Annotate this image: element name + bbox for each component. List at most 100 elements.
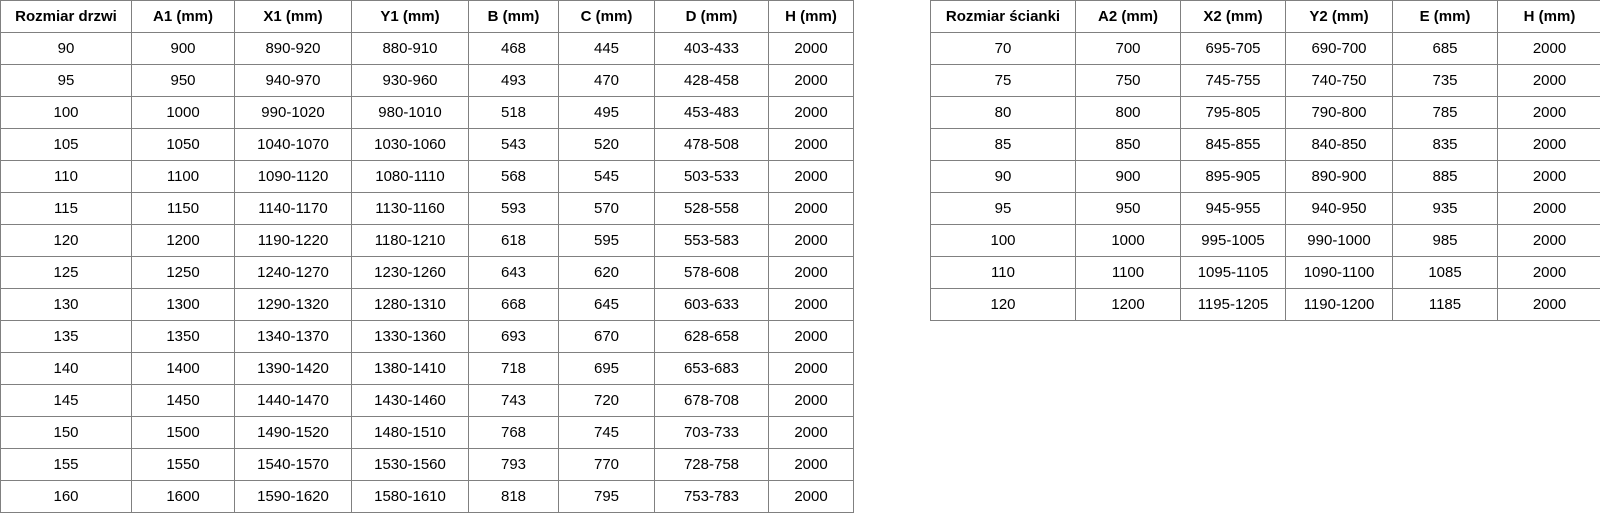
table-cell: 795-805 [1180, 96, 1286, 129]
table-cell: 1185 [1392, 288, 1498, 321]
table-cell: 160 [0, 480, 132, 513]
table-cell: 570 [558, 192, 655, 225]
table-cell: 1190-1200 [1285, 288, 1393, 321]
door-size-table-body: 90 900 890-920 880-910 468 445 403-433 2000 95 95… [0, 32, 854, 513]
table-cell: 695 [558, 352, 655, 385]
table-cell: 100 [0, 96, 132, 129]
table-row: 130 1300 1290-1320 1280-1310 668 645 603-633 20… [0, 288, 854, 321]
table-row: 115 1150 1140-1170 1130-1160 593 570 528-558 20… [0, 192, 854, 225]
table-cell: 2000 [1497, 224, 1600, 257]
table-cell: 1500 [131, 416, 235, 449]
table-cell: 1150 [131, 192, 235, 225]
table-cell: 890-920 [234, 32, 352, 65]
table-cell: 553-583 [654, 224, 769, 257]
table-cell: 1530-1560 [351, 448, 469, 481]
table-cell: 1330-1360 [351, 320, 469, 353]
table-cell: 2000 [1497, 288, 1600, 321]
table-row: 160 1600 1590-1620 1580-1610 818 795 753-783 20… [0, 480, 854, 513]
table-cell: 900 [131, 32, 235, 65]
table-cell: 1280-1310 [351, 288, 469, 321]
table-cell: 2000 [768, 416, 854, 449]
table-cell: 735 [1392, 64, 1498, 97]
table-cell: 990-1020 [234, 96, 352, 129]
table-cell: 2000 [1497, 64, 1600, 97]
table-cell: 1290-1320 [234, 288, 352, 321]
table-cell: 770 [558, 448, 655, 481]
table-cell: 1050 [131, 128, 235, 161]
table-row: 100 1000 995-1005 990-1000 985 2000 [930, 224, 1600, 257]
table-cell: 1250 [131, 256, 235, 289]
table-cell: 720 [558, 384, 655, 417]
table-row: 110 1100 1090-1120 1080-1110 568 545 503-533 20… [0, 160, 854, 193]
table-cell: 90 [930, 160, 1076, 193]
table-cell: 603-633 [654, 288, 769, 321]
table-cell: 670 [558, 320, 655, 353]
table-cell: 990-1000 [1285, 224, 1393, 257]
table-cell: 2000 [768, 384, 854, 417]
table-cell: 1180-1210 [351, 224, 469, 257]
table-cell: 1000 [1075, 224, 1181, 257]
table-cell: 1000 [131, 96, 235, 129]
table-cell: 568 [468, 160, 559, 193]
table-cell: 940-970 [234, 64, 352, 97]
table-cell: 1200 [131, 224, 235, 257]
table-cell: 1130-1160 [351, 192, 469, 225]
table-cell: 120 [0, 224, 132, 257]
table-cell: 800 [1075, 96, 1181, 129]
table-cell: 885 [1392, 160, 1498, 193]
table-cell: 1480-1510 [351, 416, 469, 449]
table-cell: 690-700 [1285, 32, 1393, 65]
table-cell: 1580-1610 [351, 480, 469, 513]
table-cell: 620 [558, 256, 655, 289]
table-cell: 468 [468, 32, 559, 65]
table-cell: 1195-1205 [1180, 288, 1286, 321]
table-cell: 2000 [768, 448, 854, 481]
table-cell: 2000 [1497, 32, 1600, 65]
table-cell: 2000 [768, 320, 854, 353]
table-cell: 155 [0, 448, 132, 481]
table-cell: 818 [468, 480, 559, 513]
table-cell: 845-855 [1180, 128, 1286, 161]
table-cell: 478-508 [654, 128, 769, 161]
table-cell: 1550 [131, 448, 235, 481]
table-cell: 1350 [131, 320, 235, 353]
column-header-1: A1 (mm) [131, 0, 235, 33]
table-cell: 470 [558, 64, 655, 97]
table-cell: 678-708 [654, 384, 769, 417]
column-header-2: X2 (mm) [1180, 0, 1286, 33]
table-cell: 750 [1075, 64, 1181, 97]
wall-panel-size-table-body: 70 700 695-705 690-700 685 2000 75 750 745-755 74… [930, 32, 1600, 321]
table-cell: 785 [1392, 96, 1498, 129]
table-row: 155 1550 1540-1570 1530-1560 793 770 728-758 20… [0, 448, 854, 481]
table-cell: 693 [468, 320, 559, 353]
table-cell: 930-960 [351, 64, 469, 97]
table-row: 95 950 945-955 940-950 935 2000 [930, 192, 1600, 225]
table-cell: 850 [1075, 128, 1181, 161]
table-cell: 895-905 [1180, 160, 1286, 193]
table-cell: 945-955 [1180, 192, 1286, 225]
table-cell: 1340-1370 [234, 320, 352, 353]
table-cell: 493 [468, 64, 559, 97]
column-header-6: D (mm) [654, 0, 769, 33]
table-cell: 793 [468, 448, 559, 481]
table-cell: 645 [558, 288, 655, 321]
table-cell: 2000 [1497, 160, 1600, 193]
table-cell: 1440-1470 [234, 384, 352, 417]
column-header-1: A2 (mm) [1075, 0, 1181, 33]
table-cell: 1300 [131, 288, 235, 321]
table-row: 85 850 845-855 840-850 835 2000 [930, 128, 1600, 161]
table-cell: 790-800 [1285, 96, 1393, 129]
table-cell: 595 [558, 224, 655, 257]
column-header-3: Y1 (mm) [351, 0, 469, 33]
table-cell: 900 [1075, 160, 1181, 193]
table-row: 135 1350 1340-1370 1330-1360 693 670 628-658 20… [0, 320, 854, 353]
table-cell: 618 [468, 224, 559, 257]
table-cell: 980-1010 [351, 96, 469, 129]
table-row: 120 1200 1190-1220 1180-1210 618 595 553-583 20… [0, 224, 854, 257]
table-cell: 1240-1270 [234, 256, 352, 289]
table-cell: 520 [558, 128, 655, 161]
table-cell: 1600 [131, 480, 235, 513]
table-cell: 2000 [1497, 128, 1600, 161]
table-cell: 120 [930, 288, 1076, 321]
table-cell: 1090-1120 [234, 160, 352, 193]
